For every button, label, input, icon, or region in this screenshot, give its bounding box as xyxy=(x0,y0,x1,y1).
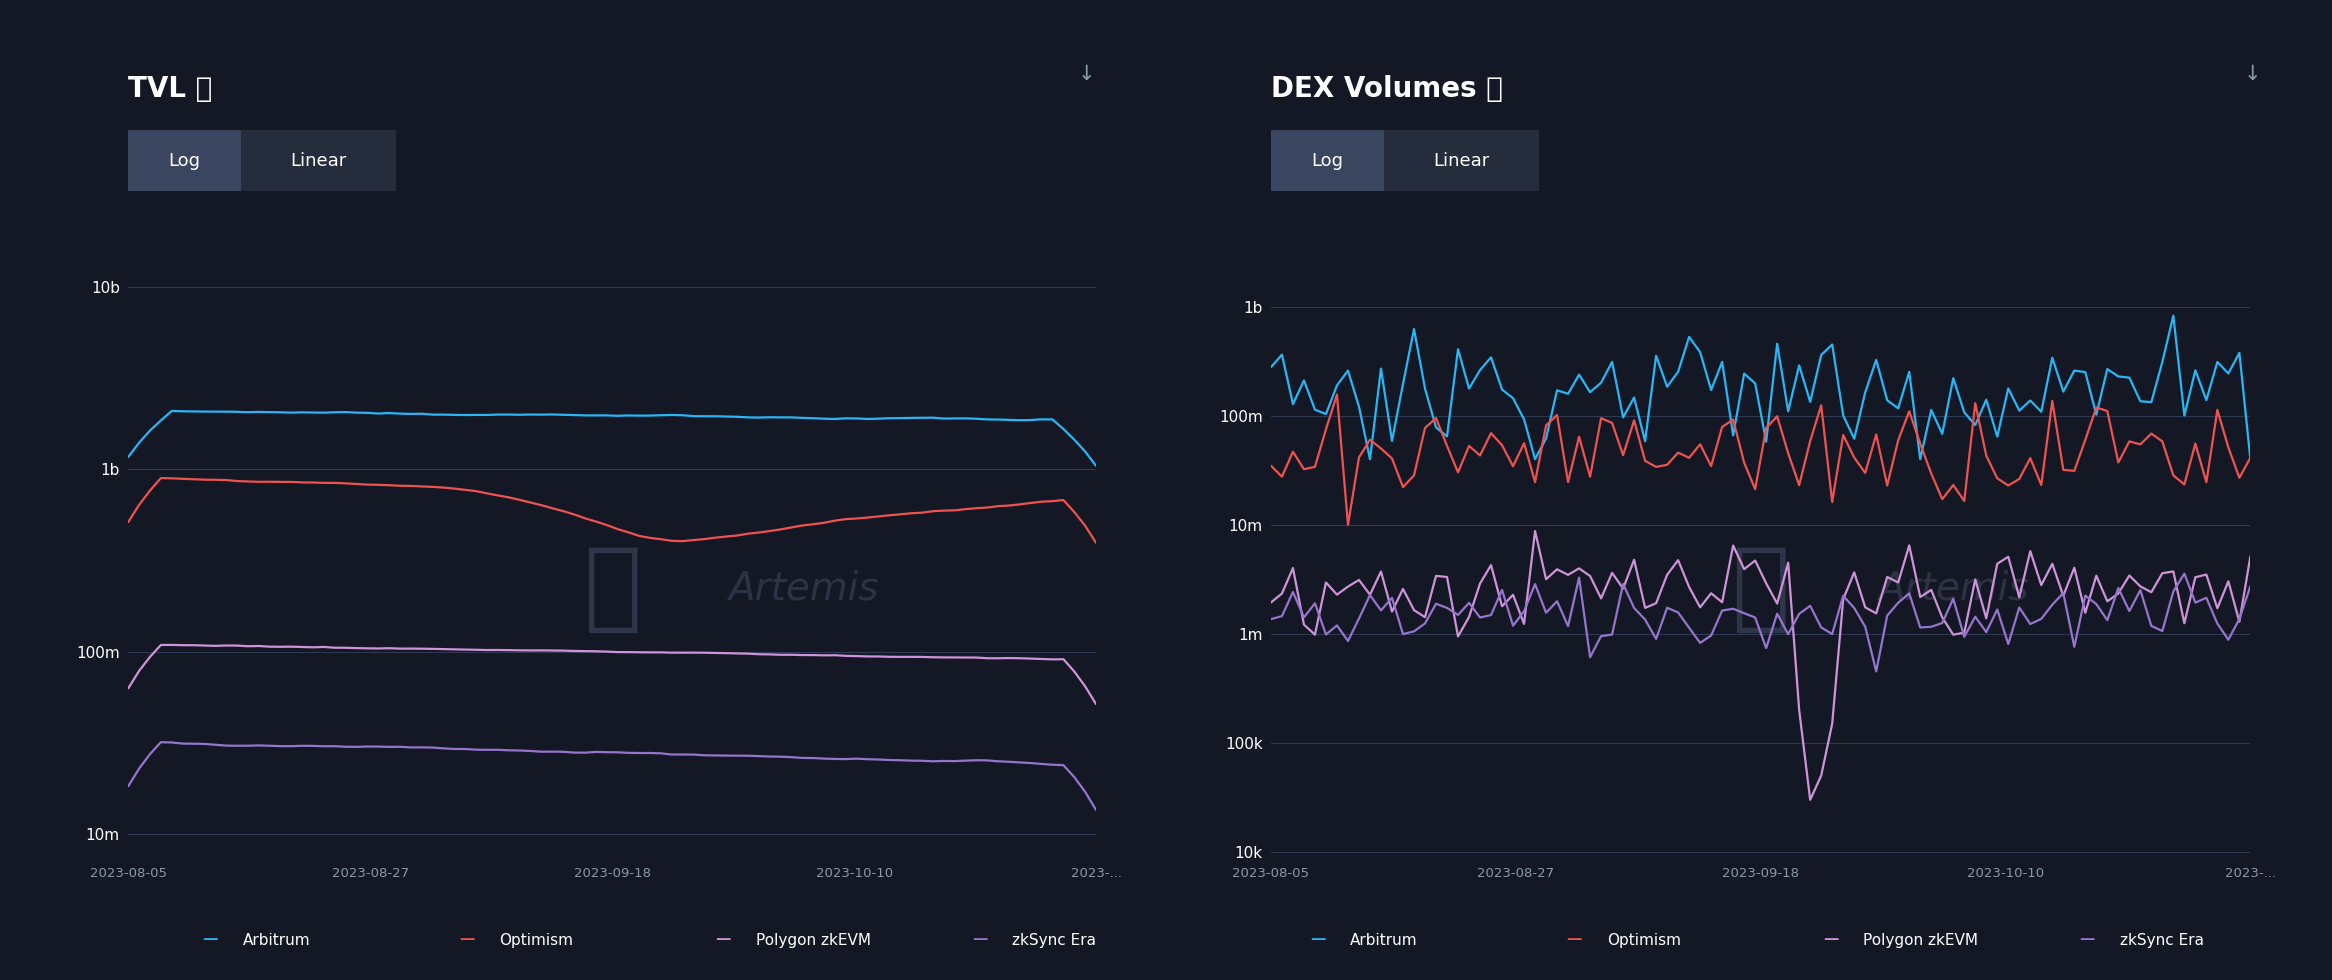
Text: zkSync Era: zkSync Era xyxy=(1012,933,1096,949)
Text: ⓒ: ⓒ xyxy=(1730,543,1791,635)
Text: TVL ⓘ: TVL ⓘ xyxy=(128,74,212,103)
Text: Arbitrum: Arbitrum xyxy=(1350,933,1418,949)
Text: ↓: ↓ xyxy=(2243,64,2262,83)
Text: ─: ─ xyxy=(203,931,217,951)
Text: ─: ─ xyxy=(972,931,986,951)
Text: Optimism: Optimism xyxy=(499,933,574,949)
Text: Log: Log xyxy=(1311,152,1343,170)
Text: ─: ─ xyxy=(1824,931,1838,951)
Text: Artemis: Artemis xyxy=(1877,570,2029,608)
Text: ─: ─ xyxy=(2080,931,2094,951)
Text: ─: ─ xyxy=(1311,931,1325,951)
Text: Polygon zkEVM: Polygon zkEVM xyxy=(756,933,870,949)
Text: Linear: Linear xyxy=(292,152,347,170)
Text: Arbitrum: Arbitrum xyxy=(243,933,310,949)
Text: Linear: Linear xyxy=(1434,152,1490,170)
Text: ⓒ: ⓒ xyxy=(583,543,641,635)
Text: ─: ─ xyxy=(1567,931,1581,951)
Text: Optimism: Optimism xyxy=(1607,933,1681,949)
Text: Polygon zkEVM: Polygon zkEVM xyxy=(1863,933,1978,949)
Text: Log: Log xyxy=(168,152,201,170)
Text: DEX Volumes ⓘ: DEX Volumes ⓘ xyxy=(1271,74,1502,103)
Text: Artemis: Artemis xyxy=(728,570,879,608)
Text: zkSync Era: zkSync Era xyxy=(2120,933,2204,949)
Text: ─: ─ xyxy=(716,931,730,951)
Text: ↓: ↓ xyxy=(1077,64,1096,83)
Text: ─: ─ xyxy=(459,931,473,951)
